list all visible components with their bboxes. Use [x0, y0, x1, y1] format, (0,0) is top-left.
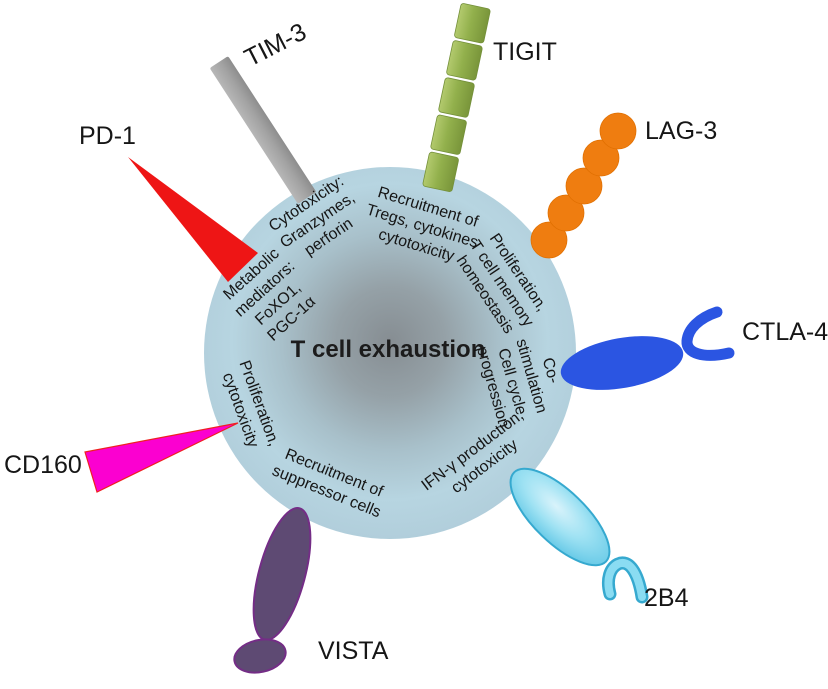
b4-label: 2B4: [644, 584, 689, 612]
b4-fork-icon: [604, 559, 646, 601]
ctla4-fork-icon: [681, 306, 735, 361]
vista-label: VISTA: [318, 637, 389, 665]
lag3-label: LAG-3: [645, 117, 718, 145]
tigit-label: TIGIT: [493, 38, 557, 66]
center-title: T cell exhaustion: [290, 336, 486, 363]
ctla4-receptor-icon: [560, 306, 735, 390]
pd1-label: PD-1: [79, 122, 136, 150]
b4-receptor-icon: [509, 467, 649, 604]
pd1-wedge-icon: [128, 157, 258, 282]
tigit-segmented-bar-icon: [422, 3, 491, 192]
vista-receptor-icon: [233, 507, 312, 674]
t-cell-circle-icon: [204, 167, 576, 539]
tim3-bar-icon: [210, 56, 316, 204]
cd160-wedge-icon: [84, 422, 239, 493]
cd160-label: CD160: [4, 451, 82, 479]
ctla4-label: CTLA-4: [742, 318, 828, 346]
lag3-bead-chain-icon: [530, 112, 637, 259]
